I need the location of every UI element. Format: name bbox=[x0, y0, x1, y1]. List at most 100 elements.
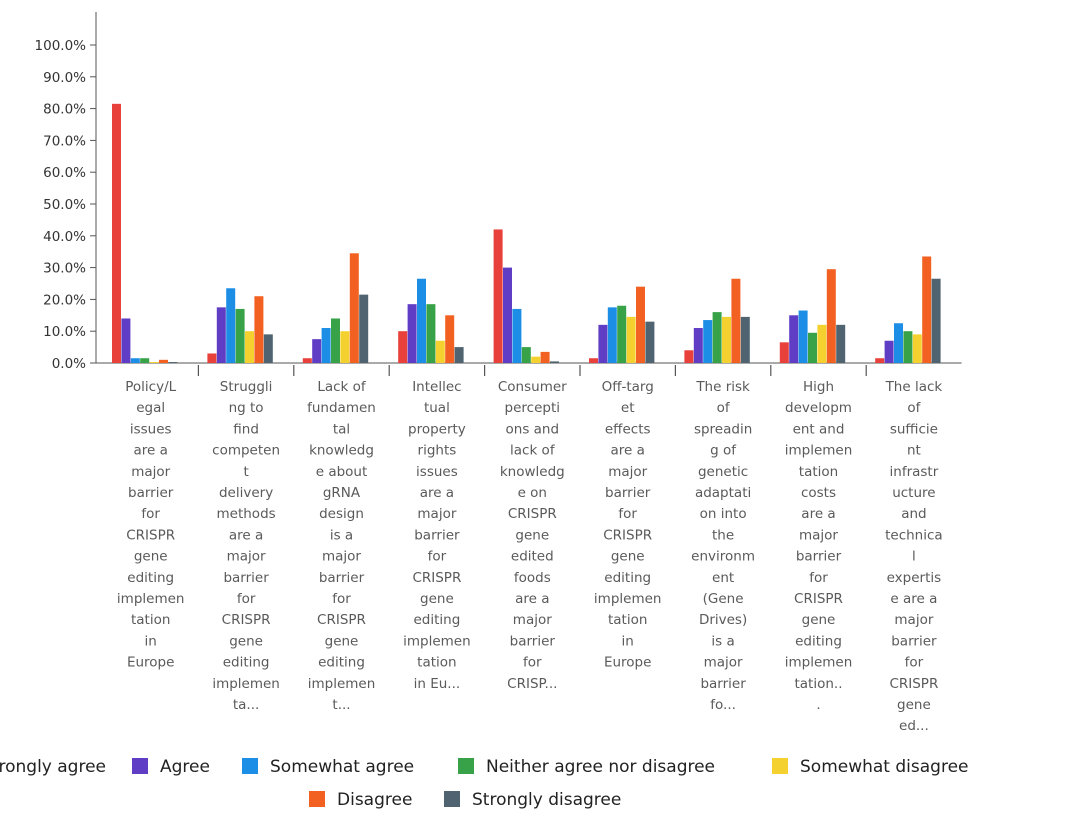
bar-neither-agree-nor-disagree[interactable] bbox=[426, 304, 436, 363]
bar-strongly-agree[interactable] bbox=[589, 358, 598, 363]
bar-disagree[interactable] bbox=[445, 315, 455, 363]
x-category-label-line: implemen bbox=[308, 676, 376, 692]
bar-strongly-disagree[interactable] bbox=[645, 321, 655, 363]
bar-disagree[interactable] bbox=[540, 351, 550, 363]
bar-strongly-agree[interactable] bbox=[779, 342, 789, 363]
bar-strongly-disagree[interactable] bbox=[931, 278, 941, 363]
x-category-label-line: CRISPR bbox=[317, 612, 366, 628]
bar-neither-agree-nor-disagree[interactable] bbox=[235, 308, 245, 363]
y-tick-label: 50.0% bbox=[43, 197, 86, 213]
bar-somewhat-disagree[interactable] bbox=[722, 316, 731, 363]
bar-somewhat-agree[interactable] bbox=[703, 320, 713, 363]
bar-somewhat-disagree[interactable] bbox=[817, 324, 827, 363]
bar-disagree[interactable] bbox=[826, 269, 836, 363]
bar-somewhat-agree[interactable] bbox=[321, 328, 331, 363]
x-category-label-line: CRISPR bbox=[222, 612, 271, 628]
bar-agree[interactable] bbox=[789, 315, 799, 363]
x-category-label-line: Consumer bbox=[498, 379, 567, 395]
bar-agree[interactable] bbox=[884, 340, 894, 363]
x-category-label-line: ent and bbox=[793, 421, 845, 437]
x-category-label: Consumer percepti ons and lack of knowledg e … bbox=[498, 379, 567, 692]
bar-disagree[interactable] bbox=[636, 286, 645, 363]
x-category-label-line: percepti bbox=[505, 400, 560, 416]
bar-somewhat-disagree[interactable] bbox=[340, 331, 350, 363]
x-category-label: Lack of fundamen tal knowledg e about gRNA des… bbox=[307, 379, 376, 713]
bar-agree[interactable] bbox=[693, 328, 703, 363]
bar-strongly-agree[interactable] bbox=[684, 350, 694, 363]
bar-strongly-disagree[interactable] bbox=[454, 347, 464, 363]
x-category-label-line: is a bbox=[711, 633, 734, 649]
bar-somewhat-disagree[interactable] bbox=[245, 331, 254, 363]
bar-somewhat-disagree[interactable] bbox=[531, 356, 541, 363]
legend-swatch bbox=[309, 791, 325, 807]
x-category-label-line: gene bbox=[325, 633, 359, 649]
bar-strongly-disagree[interactable] bbox=[550, 361, 559, 363]
legend-item-somewhat-agree[interactable]: Somewhat agree bbox=[242, 757, 414, 777]
bar-strongly-agree[interactable] bbox=[875, 358, 885, 363]
bar-somewhat-disagree[interactable] bbox=[626, 316, 636, 363]
bar-neither-agree-nor-disagree[interactable] bbox=[808, 332, 817, 363]
legend-item-disagree[interactable]: Disagree bbox=[309, 790, 412, 810]
legend-item-neither-agree-nor-disagree[interactable]: Neither agree nor disagree bbox=[458, 757, 715, 777]
bar-strongly-agree[interactable] bbox=[493, 229, 503, 363]
bar-somewhat-disagree[interactable] bbox=[912, 334, 922, 363]
bar-neither-agree-nor-disagree[interactable] bbox=[617, 305, 627, 363]
bar-disagree[interactable] bbox=[349, 253, 359, 363]
x-category-label-line: in bbox=[622, 633, 634, 649]
bar-disagree[interactable] bbox=[922, 256, 932, 363]
x-category-label-line: e on bbox=[518, 485, 547, 501]
bar-strongly-disagree[interactable] bbox=[740, 316, 750, 363]
bar-strongly-agree[interactable] bbox=[112, 103, 121, 363]
x-category-label-line: e are a bbox=[890, 591, 937, 607]
x-category-label-line: are a bbox=[420, 485, 454, 501]
legend-item-agree[interactable]: Agree bbox=[132, 757, 210, 777]
bar-agree[interactable] bbox=[216, 307, 226, 363]
legend-item-somewhat-disagree[interactable]: Somewhat disagree bbox=[772, 757, 969, 777]
bar-neither-agree-nor-disagree[interactable] bbox=[521, 347, 531, 363]
bar-disagree[interactable] bbox=[159, 359, 168, 363]
legend[interactable]: Strongly agree Agree Somewhat agree Neither… bbox=[0, 757, 969, 810]
x-category-label-line: are a bbox=[801, 506, 835, 522]
bar-agree[interactable] bbox=[503, 267, 512, 363]
bar-strongly-disagree[interactable] bbox=[836, 324, 846, 363]
bar-disagree[interactable] bbox=[254, 296, 264, 363]
bar-neither-agree-nor-disagree[interactable] bbox=[331, 318, 340, 363]
x-category-label-line: fo... bbox=[710, 697, 736, 713]
bar-agree[interactable] bbox=[121, 318, 131, 363]
bar-somewhat-agree[interactable] bbox=[798, 310, 808, 363]
x-category-label-line: are a bbox=[133, 443, 167, 459]
x-category-label-line: Europe bbox=[127, 655, 174, 671]
x-category-label-line: fundamen bbox=[307, 400, 376, 416]
bar-strongly-disagree[interactable] bbox=[168, 362, 178, 363]
bar-somewhat-agree[interactable] bbox=[512, 308, 522, 363]
x-category-label-line: Policy/L bbox=[125, 379, 176, 395]
legend-item-strongly-disagree[interactable]: Strongly disagree bbox=[444, 790, 621, 810]
x-category-label-line: tation.. bbox=[794, 676, 842, 692]
x-category-label-line: in Eu... bbox=[414, 676, 461, 692]
bar-disagree[interactable] bbox=[731, 278, 741, 363]
bar-agree[interactable] bbox=[312, 339, 322, 363]
bar-strongly-agree[interactable] bbox=[207, 353, 217, 363]
bar-neither-agree-nor-disagree[interactable] bbox=[903, 331, 913, 363]
bar-strongly-disagree[interactable] bbox=[359, 294, 369, 363]
legend-item-strongly-agree[interactable]: Strongly agree bbox=[0, 757, 106, 777]
bar-strongly-agree[interactable] bbox=[302, 358, 312, 363]
x-category-label-line: e about bbox=[316, 464, 368, 480]
bar-agree[interactable] bbox=[407, 304, 417, 363]
bar-neither-agree-nor-disagree[interactable] bbox=[712, 312, 722, 363]
bar-somewhat-agree[interactable] bbox=[417, 278, 426, 363]
x-category-label-line: editing bbox=[795, 633, 842, 649]
y-tick-label: 80.0% bbox=[43, 102, 86, 118]
bar-agree[interactable] bbox=[598, 324, 608, 363]
bar-somewhat-agree[interactable] bbox=[607, 307, 617, 363]
x-category-label-line: barrier bbox=[223, 570, 269, 586]
bar-somewhat-agree[interactable] bbox=[894, 323, 903, 363]
bar-somewhat-disagree[interactable] bbox=[149, 362, 159, 363]
bar-strongly-agree[interactable] bbox=[398, 331, 408, 363]
bar-somewhat-agree[interactable] bbox=[130, 358, 140, 363]
bar-strongly-disagree[interactable] bbox=[263, 334, 273, 363]
bar-somewhat-agree[interactable] bbox=[226, 288, 236, 363]
x-category-label-line: ent bbox=[712, 570, 734, 586]
bar-somewhat-disagree[interactable] bbox=[435, 340, 445, 363]
bar-neither-agree-nor-disagree[interactable] bbox=[140, 358, 150, 363]
